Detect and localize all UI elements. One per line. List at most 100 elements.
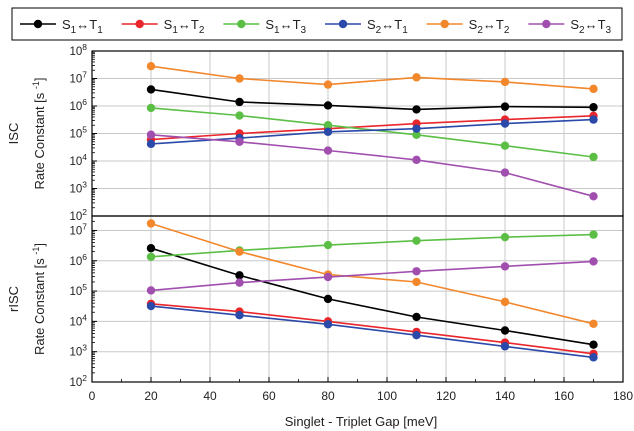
- data-point: [500, 326, 510, 335]
- data-point: [412, 331, 421, 340]
- data-point: [500, 232, 510, 242]
- data-point: [146, 103, 156, 113]
- series-line: [150, 222, 594, 325]
- data-point: [412, 130, 421, 139]
- data-point: [500, 262, 510, 271]
- series-line: [150, 305, 594, 359]
- data-point: [235, 137, 244, 146]
- series-line: [150, 115, 594, 141]
- data-point: [235, 74, 244, 83]
- data-point: [146, 286, 156, 295]
- legend-entry: S2↔T2: [469, 17, 510, 36]
- data-point: [146, 301, 156, 311]
- legend-entry: S1↔T3: [265, 17, 306, 36]
- y-tick-label: 105: [69, 125, 87, 141]
- data-point: [500, 77, 510, 87]
- legend-marker: [135, 19, 144, 29]
- series-line: [150, 107, 594, 158]
- data-point: [412, 155, 421, 165]
- y-tick-label: 102: [69, 207, 87, 223]
- data-point: [589, 319, 598, 329]
- data-point: [146, 252, 156, 262]
- data-point: [412, 105, 421, 114]
- y-tick-label: 106: [69, 97, 87, 113]
- data-point: [500, 168, 510, 177]
- legend-entry: S2↔T1: [367, 17, 408, 36]
- legend-entry: S1↔T1: [62, 17, 103, 36]
- panel-name: rISC: [6, 286, 21, 312]
- legend-box: [11, 7, 623, 41]
- y-tick-label: 105: [69, 282, 87, 298]
- x-tick-label: 60: [262, 389, 276, 403]
- y-tick-label: 107: [69, 70, 87, 86]
- y-tick-label: 108: [69, 42, 87, 58]
- risc-panel: 102 103 104 105 106 107 rISC Rate Constant [s -…: [6, 215, 624, 389]
- data-point: [589, 152, 598, 162]
- data-point: [323, 80, 333, 89]
- data-point: [235, 247, 244, 256]
- series-line: [150, 247, 594, 346]
- data-point: [146, 130, 156, 139]
- y-axis-label: Rate Constant [s -1]: [31, 243, 47, 355]
- y-axis-label: Rate Constant [s -1]: [31, 77, 47, 189]
- data-point: [412, 267, 421, 276]
- data-point: [146, 85, 156, 94]
- data-point: [589, 230, 598, 239]
- y-tick-label: 106: [69, 252, 87, 268]
- y-tick-label: 102: [69, 373, 87, 389]
- data-point: [146, 219, 156, 228]
- data-point: [146, 62, 156, 71]
- y-tick-label: 104: [69, 312, 87, 328]
- data-point: [589, 103, 598, 112]
- data-point: [589, 84, 598, 94]
- legend-entry: S2↔T3: [570, 17, 611, 36]
- data-point: [323, 272, 333, 282]
- x-tick-label: 100: [377, 389, 397, 403]
- x-tick-label: 40: [203, 389, 217, 403]
- data-point: [412, 312, 421, 322]
- x-tick-label: 140: [495, 389, 515, 403]
- legend: S1↔T1 S1↔T2 S1↔T3 S2↔T1 S2↔T2 S2↔T3: [11, 7, 623, 41]
- data-point: [323, 101, 333, 110]
- data-point: [500, 141, 510, 150]
- data-point: [323, 240, 333, 250]
- panel-name: ISC: [6, 123, 21, 145]
- data-point: [235, 271, 244, 280]
- series-line: [150, 65, 594, 90]
- legend-entry: S1↔T2: [164, 17, 205, 36]
- data-point: [323, 146, 333, 155]
- x-tick-label: 20: [144, 389, 158, 403]
- series-line: [150, 88, 594, 111]
- isc-panel: 102 103 104 105 106 107 108 ISC Rate Constant [s…: [6, 42, 624, 223]
- data-point: [323, 320, 333, 329]
- data-point: [589, 257, 598, 266]
- data-point: [412, 73, 421, 82]
- x-tick-label: 0: [89, 389, 96, 403]
- data-point: [589, 340, 598, 349]
- data-point: [235, 310, 244, 320]
- y-tick-label: 103: [69, 343, 87, 359]
- x-axis: 0 20 40 60 80 100 120 140 160 180: [89, 377, 633, 403]
- y-tick-label: 103: [69, 180, 87, 196]
- legend-marker: [33, 19, 43, 29]
- data-point: [146, 139, 156, 149]
- data-point: [146, 243, 156, 253]
- series-line: [150, 303, 594, 355]
- data-point: [412, 236, 421, 245]
- data-point: [235, 97, 244, 107]
- data-point: [235, 111, 244, 120]
- series-line: [150, 233, 594, 258]
- x-tick-label: 120: [436, 389, 456, 403]
- data-point: [235, 278, 244, 287]
- data-point: [323, 127, 333, 137]
- data-point: [589, 115, 598, 124]
- series-line: [150, 260, 594, 292]
- x-tick-label: 160: [554, 389, 574, 403]
- data-point: [500, 102, 510, 111]
- x-tick-label: 180: [613, 389, 633, 403]
- legend-marker: [237, 19, 246, 29]
- data-point: [589, 192, 598, 201]
- series-line: [150, 134, 594, 198]
- x-tick-label: 80: [321, 389, 335, 403]
